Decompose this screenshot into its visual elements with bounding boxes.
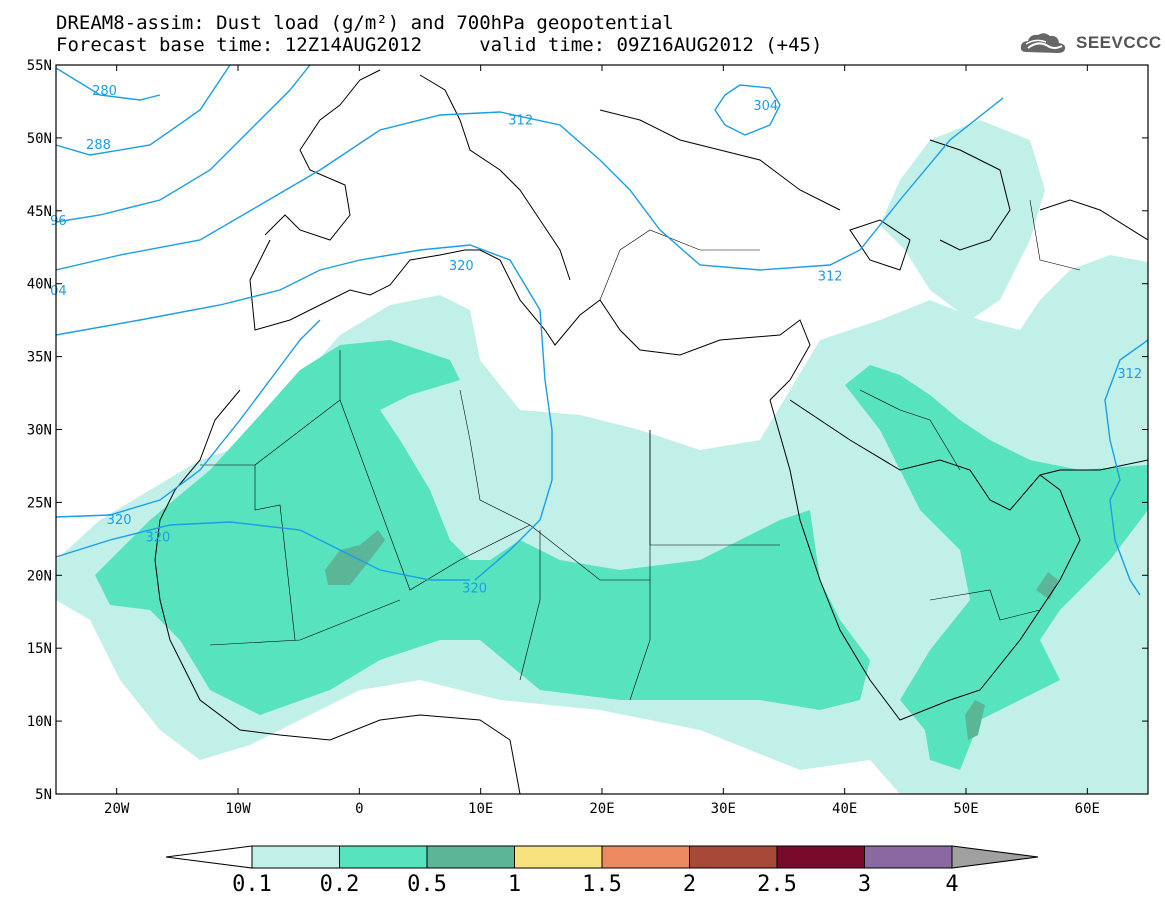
colorbar-segment: [601, 845, 690, 869]
colorbar-segment: [689, 845, 778, 869]
lon-tick-label: 20W: [104, 801, 130, 817]
geopotential-contours: [56, 65, 1148, 596]
lon-tick-label: 30E: [711, 801, 736, 817]
lat-tick-label: 50N: [27, 131, 52, 147]
contour-label: 304: [753, 99, 778, 114]
contour-label: 312: [1117, 367, 1142, 382]
colorbar-label: 0.2: [319, 872, 360, 897]
colorbar-label: 2.5: [757, 872, 797, 897]
lon-tick-label: 10E: [468, 801, 493, 817]
lon-tick-label: 20E: [589, 801, 614, 817]
colorbar-segment: [339, 845, 428, 869]
lat-tick-label: 10N: [27, 714, 52, 730]
contour-label: 320: [107, 513, 132, 528]
dust-fields: [56, 120, 1148, 794]
contour-label: 320: [462, 581, 487, 596]
colorbar-segment: [426, 845, 515, 869]
lat-tick-label: 45N: [27, 204, 52, 220]
colorbar-label: 1: [507, 872, 522, 897]
map-title-line2: Forecast base time: 12Z14AUG2012 valid t…: [56, 34, 823, 56]
lat-tick-label: 35N: [27, 350, 52, 366]
colorbar-segment: [776, 845, 865, 869]
contour-label: 04: [50, 284, 67, 299]
contour-label: 320: [449, 259, 474, 274]
dust-region-high: [965, 700, 985, 740]
colorbar-segment: [251, 845, 340, 869]
colorbar-label: 0.1: [232, 872, 272, 897]
dust-region-mid-east: [845, 365, 1148, 770]
contour-label: 312: [508, 113, 533, 128]
cloud-icon: [1020, 33, 1066, 53]
contour-label: 288: [86, 138, 111, 153]
lon-tick-label: 0: [355, 801, 363, 817]
dust-region-high: [1036, 572, 1058, 600]
lat-tick-label: 55N: [27, 58, 52, 74]
colorbar-label: 2: [682, 872, 697, 897]
colorbar-label: 0.5: [407, 872, 447, 897]
contour-label: 320: [146, 530, 171, 545]
lat-tick-label: 30N: [27, 423, 52, 439]
lon-tick-label: 60E: [1075, 801, 1100, 817]
lon-tick-label: 50E: [953, 801, 978, 817]
dust-region-north: [880, 120, 1045, 320]
contour-labels: 280 288 96 04 304 312 312 312 320 320 320 320: [50, 84, 1142, 596]
colorbar: [165, 845, 1039, 869]
lat-tick-label: 25N: [27, 495, 52, 511]
lon-tick-label: 10W: [225, 801, 251, 817]
lat-tick-label: 40N: [27, 277, 52, 293]
colorbar-label: 3: [857, 872, 872, 897]
map-title-line1: DREAM8-assim: Dust load (g/m²) and 700hP…: [56, 12, 674, 34]
lon-tick-label: 40E: [832, 801, 857, 817]
contour-label: 312: [818, 269, 843, 284]
colorbar-segment: [514, 845, 603, 869]
colorbar-segment: [864, 845, 953, 869]
logo-text: SEEVCCC: [1076, 33, 1162, 52]
colorbar-over-triangle: [951, 845, 1039, 869]
colorbar-label: 4: [945, 872, 959, 897]
lat-tick-label: 15N: [27, 641, 52, 657]
country-borders: [200, 199, 1081, 701]
axis-ticks: 20W 10W 0 10E 20E 30E 40E 50E 60E 5N 10N 15N 20N 25N 3…: [27, 58, 1148, 817]
contour-label: 280: [92, 84, 117, 99]
coastlines: [154, 69, 1148, 794]
lat-tick-label: 20N: [27, 568, 52, 584]
colorbar-label: 1.5: [582, 872, 622, 897]
colorbar-under-triangle: [165, 845, 253, 869]
lat-tick-label: 5N: [35, 787, 52, 803]
dust-region-mid-west: [95, 340, 870, 715]
contour-label: 96: [50, 214, 67, 229]
